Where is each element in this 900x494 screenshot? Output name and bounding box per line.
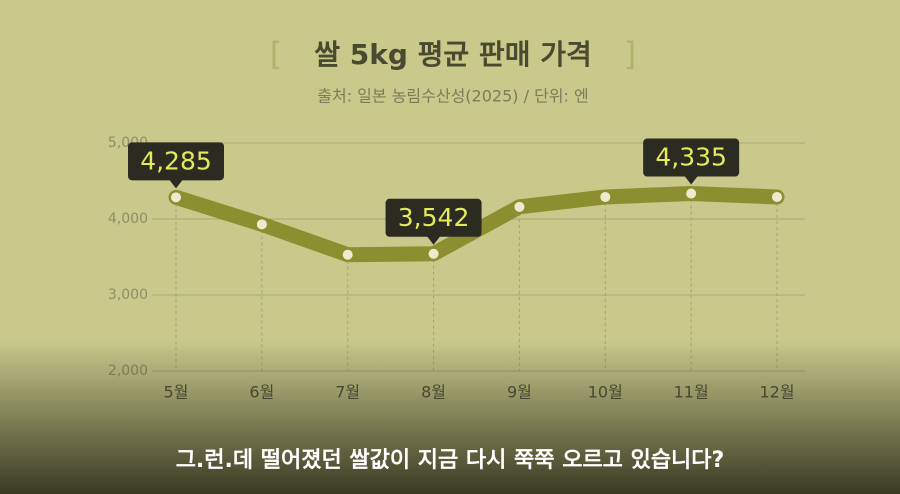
value-label: 4,285 [140, 146, 212, 175]
chart-subtitle: 출처: 일본 농림수산성(2025) / 단위: 엔 [317, 87, 588, 106]
point [256, 219, 267, 230]
point [686, 188, 697, 199]
value-label: 4,335 [655, 143, 727, 172]
y-tick-label: 4,000 [108, 211, 148, 227]
y-tick-label: 3,000 [108, 287, 148, 303]
point [514, 201, 525, 212]
label-pointer [169, 179, 183, 189]
bracket: ] [624, 35, 636, 73]
chart-title: 쌀 5kg 평균 판매 가격 [314, 38, 591, 71]
caption-shade [0, 340, 900, 494]
point [428, 248, 439, 259]
label-pointer [684, 175, 699, 185]
label-box [128, 142, 224, 181]
label-box [385, 198, 482, 237]
label-pointer [426, 235, 441, 245]
label-box [643, 138, 740, 177]
point [772, 191, 782, 202]
point [600, 191, 611, 202]
point [171, 192, 181, 203]
value-label: 3,542 [398, 203, 470, 232]
caption: 그.런.데 떨어졌던 쌀값이 지금 다시 쭉쭉 오르고 있습니다? [176, 448, 725, 473]
bracket: [ [270, 35, 282, 73]
point [342, 249, 353, 260]
